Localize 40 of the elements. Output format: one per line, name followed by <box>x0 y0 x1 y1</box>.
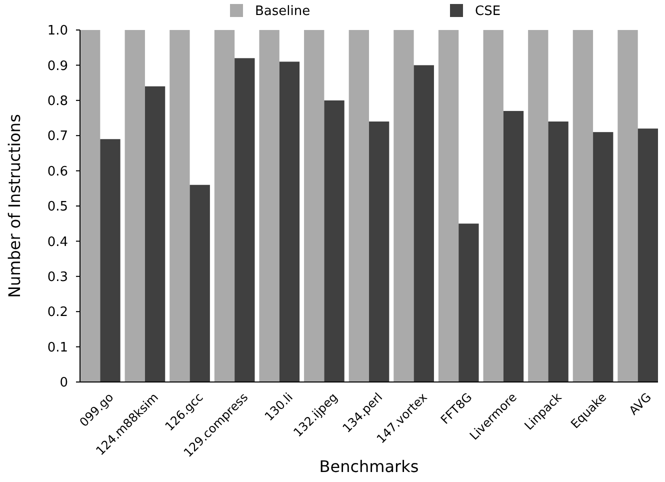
bar <box>548 122 568 382</box>
bar <box>414 65 434 382</box>
bar <box>503 110 524 382</box>
bar <box>259 30 280 382</box>
bar <box>483 30 504 382</box>
bar <box>234 58 255 382</box>
y-tick-label: 0.7 <box>47 129 68 144</box>
bar <box>100 139 120 382</box>
bar <box>394 30 414 382</box>
y-tick-label: 0.8 <box>47 94 68 109</box>
x-axis-title: Benchmarks <box>319 457 419 476</box>
bar <box>618 30 638 382</box>
bar <box>190 184 210 382</box>
y-tick-label: 0.3 <box>47 270 68 285</box>
bar <box>593 132 614 382</box>
y-tick-label: 0 <box>60 376 68 391</box>
bar <box>348 30 369 382</box>
y-axis-title: Number of Instructions <box>5 114 24 298</box>
bar <box>638 128 658 382</box>
y-tick-label: 0.2 <box>47 305 68 320</box>
bar <box>438 30 459 382</box>
y-tick-label: 1.0 <box>47 24 68 39</box>
bar <box>144 86 166 382</box>
legend-label: Baseline <box>255 4 310 19</box>
y-tick-label: 0.4 <box>47 234 68 250</box>
bar <box>369 122 390 382</box>
bar <box>324 100 344 382</box>
bar <box>170 30 190 382</box>
bar <box>279 62 300 382</box>
y-tick-label: 0.9 <box>47 58 68 74</box>
y-tick-label: 0.6 <box>47 164 68 180</box>
bar <box>458 224 479 382</box>
bar <box>124 30 145 382</box>
bar <box>214 30 235 382</box>
bar <box>572 30 594 382</box>
legend-label: CSE <box>475 4 501 19</box>
bar <box>528 30 548 382</box>
bar <box>304 30 324 382</box>
y-tick-label: 0.5 <box>47 200 68 215</box>
y-tick-label: 0.1 <box>47 340 68 356</box>
